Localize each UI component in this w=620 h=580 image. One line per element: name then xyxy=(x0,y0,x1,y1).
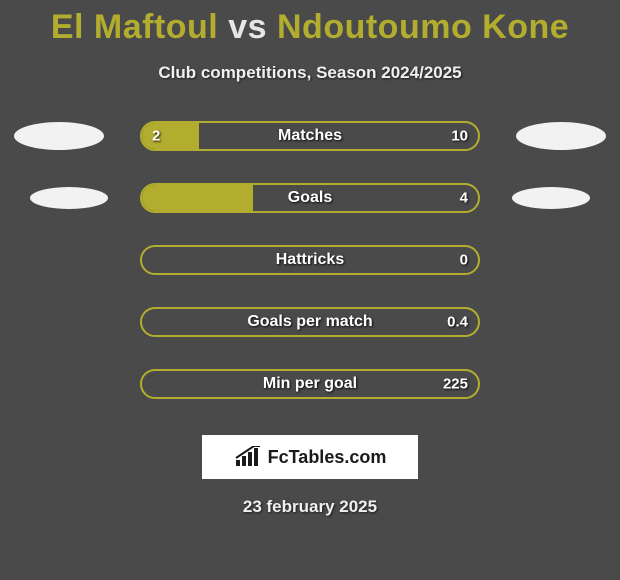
stat-right-value: 10 xyxy=(451,128,468,145)
stat-bar-fill xyxy=(142,123,199,149)
stat-right-value: 4 xyxy=(460,190,468,207)
stat-right-value: 0 xyxy=(460,252,468,269)
stat-label: Hattricks xyxy=(142,251,478,269)
player2-avatar xyxy=(512,187,590,209)
player2-name: Ndoutoumo Kone xyxy=(277,8,569,46)
stat-label: Goals per match xyxy=(142,313,478,331)
stat-right-value: 0.4 xyxy=(447,314,468,331)
player1-avatar xyxy=(14,122,104,150)
subtitle: Club competitions, Season 2024/2025 xyxy=(0,63,620,83)
stat-bar-track: Min per goal 225 xyxy=(140,369,480,399)
stats-rows: 2 Matches 10 Goals 4 Hattricks 0 xyxy=(0,113,620,407)
chart-icon xyxy=(234,446,262,468)
stat-row: Goals per match 0.4 xyxy=(0,299,620,345)
stat-bar-fill xyxy=(142,185,253,211)
stat-bar-track: 2 Matches 10 xyxy=(140,121,480,151)
stat-right-value: 225 xyxy=(443,376,468,393)
stat-bar-track: Hattricks 0 xyxy=(140,245,480,275)
date-label: 23 february 2025 xyxy=(0,497,620,517)
logo-box[interactable]: FcTables.com xyxy=(202,435,418,479)
stat-row: Hattricks 0 xyxy=(0,237,620,283)
vs-separator: vs xyxy=(228,8,267,46)
logo-text: FcTables.com xyxy=(268,447,387,468)
stat-bar-track: Goals 4 xyxy=(140,183,480,213)
player1-name: El Maftoul xyxy=(51,8,218,46)
page-title: El Maftoul vs Ndoutoumo Kone xyxy=(0,0,620,47)
stat-row: 2 Matches 10 xyxy=(0,113,620,159)
stat-row: Min per goal 225 xyxy=(0,361,620,407)
stat-label: Min per goal xyxy=(142,375,478,393)
player2-avatar xyxy=(516,122,606,150)
comparison-card: El Maftoul vs Ndoutoumo Kone Club compet… xyxy=(0,0,620,580)
stat-bar-track: Goals per match 0.4 xyxy=(140,307,480,337)
stat-row: Goals 4 xyxy=(0,175,620,221)
player1-avatar xyxy=(30,187,108,209)
